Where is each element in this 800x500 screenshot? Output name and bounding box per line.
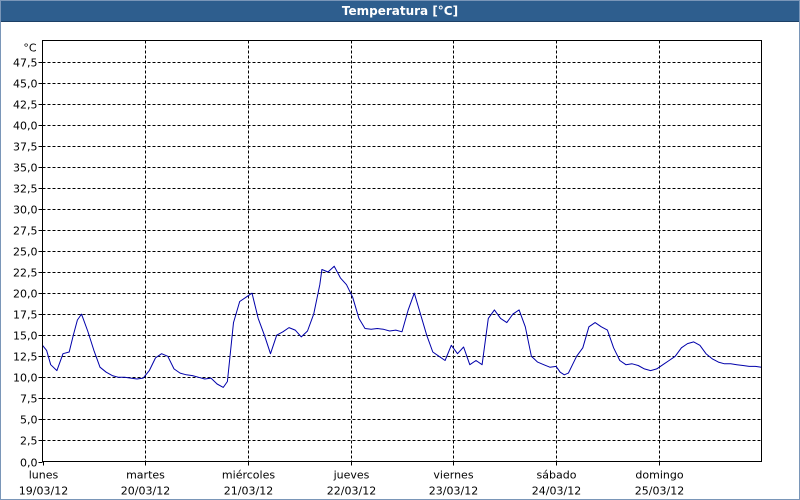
x-tick-label-day: miércoles (222, 469, 275, 482)
plot-area-frame (42, 40, 762, 462)
x-tick-label-day: martes (126, 469, 165, 482)
temperature-chart: 0,0 2,5 5,0 7,5 10,0 12,5 15,0 17,5 20,0 22,5 25,0… (13, 40, 762, 498)
y-tick-label: 27,5 (13, 225, 38, 238)
x-tick-label-date: 21/03/12 (224, 485, 273, 498)
x-tick-label-day: lunes (29, 469, 59, 482)
window-title: Temperatura [°C] (1, 1, 799, 22)
y-tick-label: 17,5 (13, 309, 38, 322)
y-tick-label: 22,5 (13, 267, 38, 280)
x-tick-label-date: 20/03/12 (121, 485, 170, 498)
y-tick-label: 42,5 (13, 99, 38, 112)
x-tick-label-day: viernes (433, 469, 473, 482)
y-tick-label: 12,5 (13, 351, 38, 364)
y-tick-label: 45,0 (13, 78, 38, 91)
y-axis: 0,0 2,5 5,0 7,5 10,0 12,5 15,0 17,5 20,0 22,5 25,0… (13, 42, 43, 470)
x-tick-label-date: 22/03/12 (327, 485, 376, 498)
x-tick-label-date: 19/03/12 (19, 485, 68, 498)
y-tick-label: 25,0 (13, 246, 38, 259)
y-tick-label: 30,0 (13, 204, 38, 217)
y-tick-label: 47,5 (13, 57, 38, 70)
y-tick-label: 35,0 (13, 162, 38, 175)
series-group (42, 265, 762, 388)
x-tick-label-date: 23/03/12 (429, 485, 478, 498)
y-tick-label: 20,0 (13, 288, 38, 301)
grid-lines (42, 40, 762, 462)
y-tick-label: 10,0 (13, 372, 38, 385)
y-tick-label: 32,5 (13, 183, 38, 196)
y-tick-label: 2,5 (20, 435, 38, 448)
y-tick-label: 5,0 (20, 414, 38, 427)
y-tick-label: 40,0 (13, 120, 38, 133)
temperature-series-line (42, 265, 762, 388)
y-tick-label: 15,0 (13, 330, 38, 343)
x-axis: lunes 19/03/12 martes 20/03/12 miércoles 21/0… (19, 461, 684, 498)
x-tick-label-day: jueves (333, 469, 370, 482)
x-tick-label-date: 25/03/12 (635, 485, 684, 498)
y-tick-label: 37,5 (13, 141, 38, 154)
y-tick-label: 0,0 (20, 457, 38, 470)
x-tick-label-date: 24/03/12 (532, 485, 581, 498)
y-axis-label: °C (23, 42, 37, 55)
y-tick-label: 7,5 (20, 393, 38, 406)
x-tick-label-day: sábado (537, 469, 577, 482)
x-tick-label-day: domingo (635, 469, 683, 482)
